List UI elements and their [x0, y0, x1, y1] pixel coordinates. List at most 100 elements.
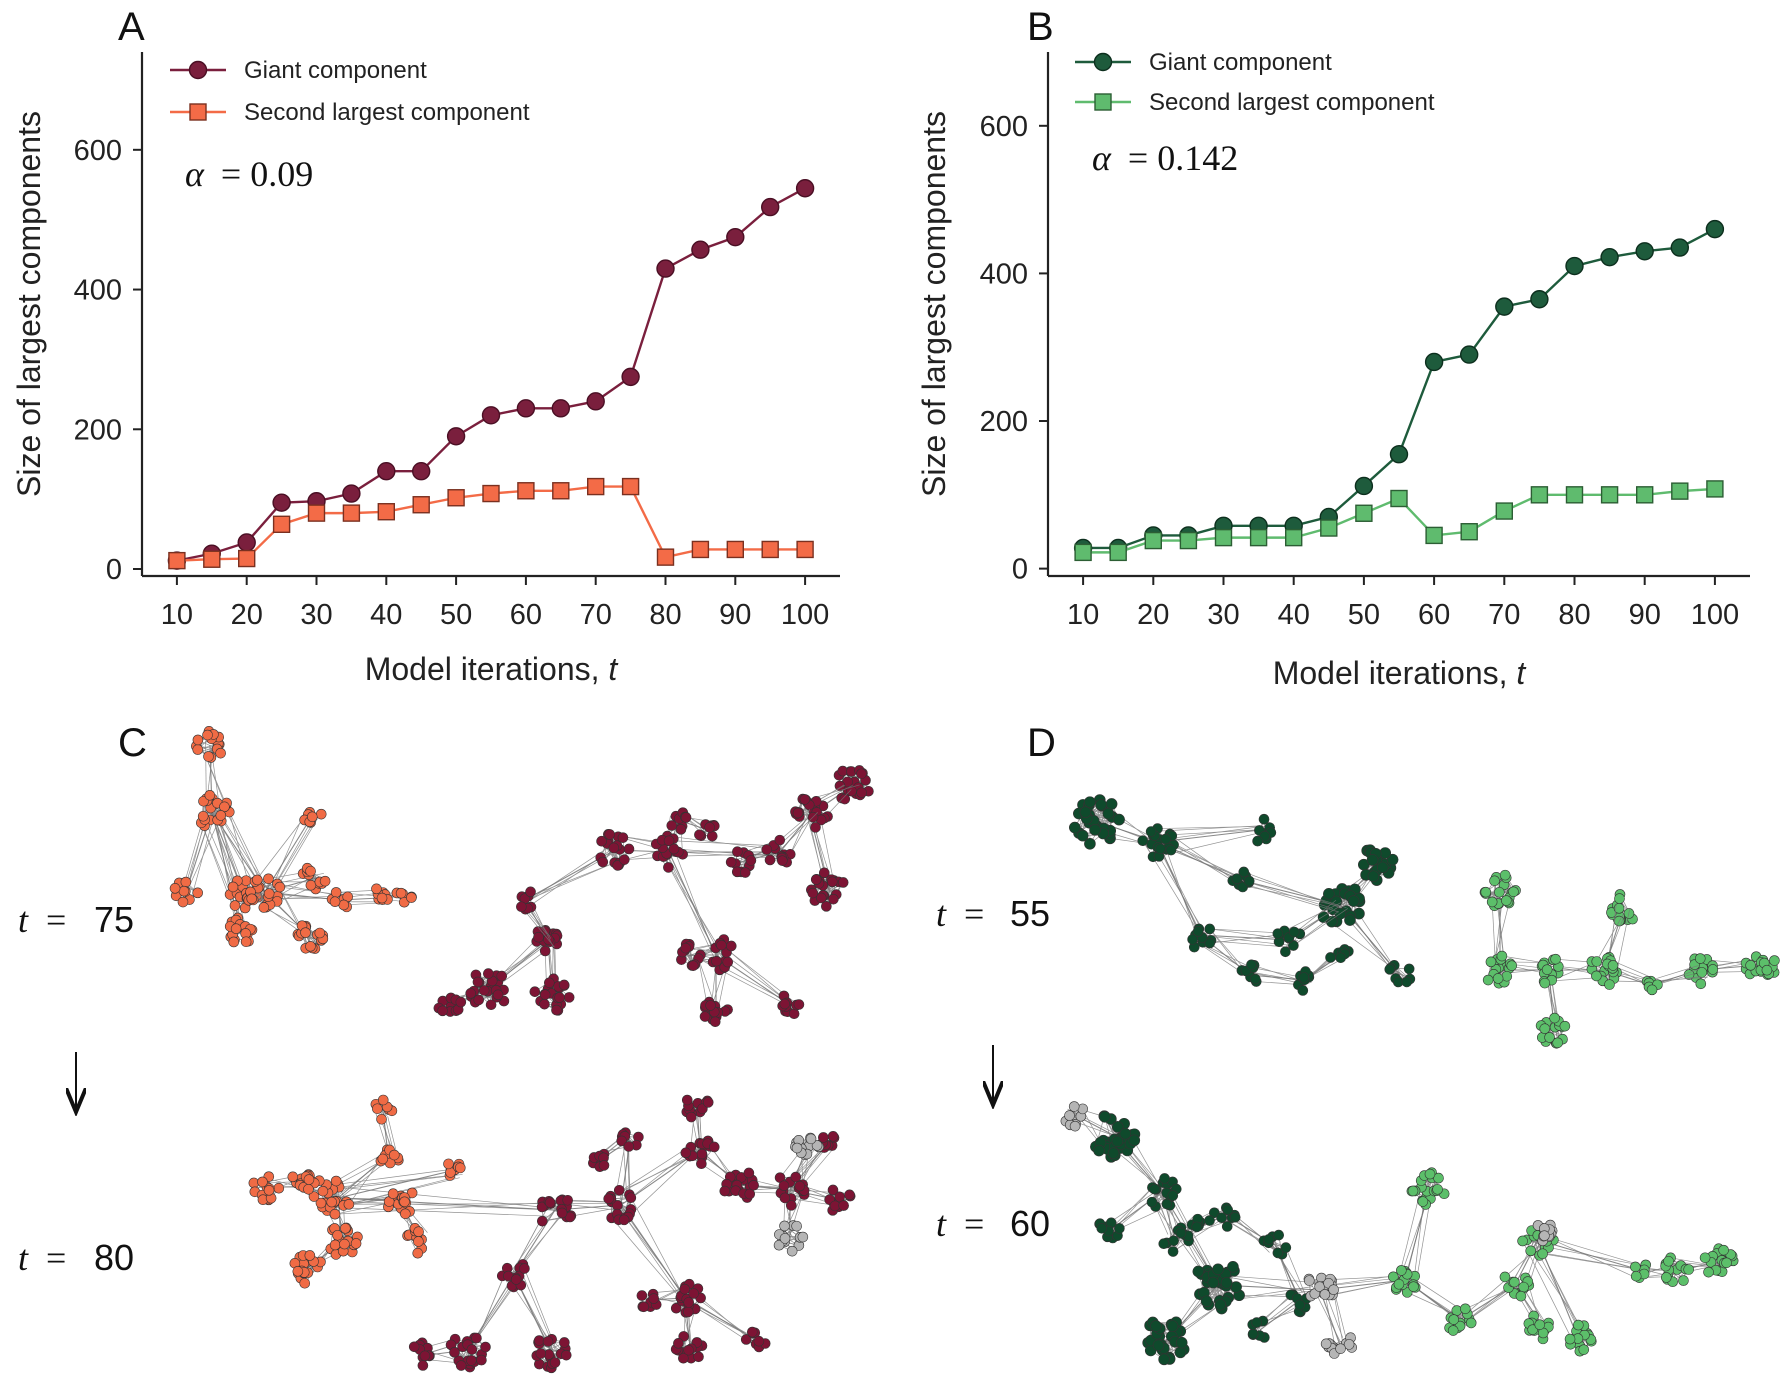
data-point — [307, 504, 326, 522]
data-point — [1320, 519, 1338, 537]
network-c-t80 — [248, 1094, 856, 1374]
network-c-t75 — [169, 726, 874, 1027]
data-point — [482, 484, 500, 503]
data-point — [447, 489, 465, 507]
data-point — [481, 406, 501, 425]
x-tick-label: 30 — [300, 599, 332, 631]
time-label-c-bottom: t = 80 — [18, 1237, 134, 1278]
panel-letter-d: D — [1027, 721, 1056, 765]
chart-a: 10 20 30 40 50 60 70 80 90 100 0 200 400 600 Model ite… — [11, 52, 840, 687]
x-axis-title: Model iterations, t — [365, 651, 619, 687]
x-tick-label: 70 — [1488, 599, 1520, 631]
data-point — [1495, 502, 1514, 520]
y-tick-label: 200 — [980, 406, 1028, 438]
series-line-giant — [176, 187, 806, 562]
data-point — [1354, 476, 1374, 496]
data-point — [1425, 526, 1443, 545]
data-point — [621, 367, 640, 387]
data-point — [1670, 238, 1690, 257]
data-point — [412, 496, 430, 514]
data-point — [377, 503, 395, 521]
network-d-t60 — [1060, 1101, 1739, 1366]
legend-entry: Second largest component — [170, 99, 530, 126]
data-point — [272, 493, 291, 512]
data-point — [516, 399, 536, 418]
data-point — [761, 197, 780, 217]
data-point — [1179, 531, 1198, 550]
x-axis-title: Model iterations, t — [1273, 655, 1527, 691]
data-point — [517, 482, 535, 500]
data-point — [1389, 445, 1409, 464]
data-point — [796, 540, 814, 559]
data-point — [1074, 543, 1092, 562]
data-point — [656, 548, 675, 566]
x-tick-label: 60 — [510, 599, 542, 631]
time-label-d-top: t = 55 — [936, 893, 1050, 934]
legend-entry: Second largest component — [1075, 89, 1435, 116]
x-tick-label: 100 — [781, 599, 829, 631]
data-point — [1214, 528, 1233, 547]
x-tick-label: 10 — [161, 599, 193, 631]
data-point — [1459, 345, 1479, 364]
y-tick-label: 600 — [74, 135, 122, 167]
data-point — [377, 462, 396, 481]
data-point — [203, 550, 221, 568]
data-point — [342, 484, 361, 503]
data-point — [586, 392, 605, 411]
data-point — [1530, 290, 1549, 309]
x-tick-label: 100 — [1691, 599, 1739, 631]
legend-label: Giant component — [244, 57, 427, 84]
data-point — [1706, 480, 1724, 498]
network-panel-c — [169, 726, 874, 1374]
data-point — [1600, 486, 1619, 504]
x-tick-label: 50 — [440, 599, 472, 631]
time-label-c-top: t = 75 — [18, 899, 134, 940]
data-point — [1144, 531, 1163, 550]
y-tick-label: 0 — [106, 554, 122, 586]
data-point — [237, 549, 256, 568]
x-tick-label: 90 — [719, 599, 751, 631]
data-point — [1109, 543, 1127, 562]
network-d-t55 — [1069, 794, 1780, 1049]
data-point — [726, 227, 745, 247]
x-tick-label: 20 — [231, 599, 263, 631]
data-point — [691, 540, 710, 559]
data-point — [1705, 219, 1725, 239]
y-tick-label: 600 — [980, 111, 1028, 143]
panel-letter-a: A — [118, 5, 145, 49]
legend-label: Second largest component — [1149, 89, 1435, 116]
chart-b: 10 20 30 40 50 60 70 80 90 100 0 200 400 600 Model ite… — [916, 49, 1750, 691]
data-point — [1390, 489, 1408, 508]
x-tick-label: 50 — [1348, 599, 1380, 631]
data-point — [656, 259, 675, 278]
legend-entry: Giant component — [1075, 49, 1332, 76]
data-point — [1565, 486, 1584, 504]
x-tick-label: 40 — [1278, 599, 1310, 631]
x-tick-label: 70 — [580, 599, 612, 631]
data-point — [412, 462, 431, 481]
network-panel-d — [1060, 794, 1780, 1366]
y-axis-title: Size of largest components — [916, 111, 952, 497]
data-point — [1355, 504, 1373, 522]
data-point — [1284, 528, 1303, 547]
x-tick-label: 30 — [1207, 599, 1239, 631]
x-tick-label: 10 — [1067, 599, 1099, 631]
data-point — [1460, 523, 1478, 541]
y-axis-title: Size of largest components — [11, 111, 47, 497]
data-point — [1635, 486, 1654, 504]
data-point — [761, 540, 779, 559]
data-point — [1635, 242, 1654, 261]
y-tick-label: 400 — [980, 258, 1028, 290]
alpha-annotation: α = 0.142 — [1092, 138, 1238, 178]
data-point — [168, 551, 186, 570]
legend-entry: Giant component — [170, 57, 427, 84]
data-point — [1600, 247, 1619, 267]
data-point — [272, 515, 291, 533]
x-tick-label: 20 — [1137, 599, 1169, 631]
data-point — [726, 540, 744, 559]
data-point — [795, 179, 815, 198]
data-point — [1249, 528, 1268, 547]
x-tick-label: 80 — [1558, 599, 1590, 631]
data-point — [1565, 256, 1584, 276]
